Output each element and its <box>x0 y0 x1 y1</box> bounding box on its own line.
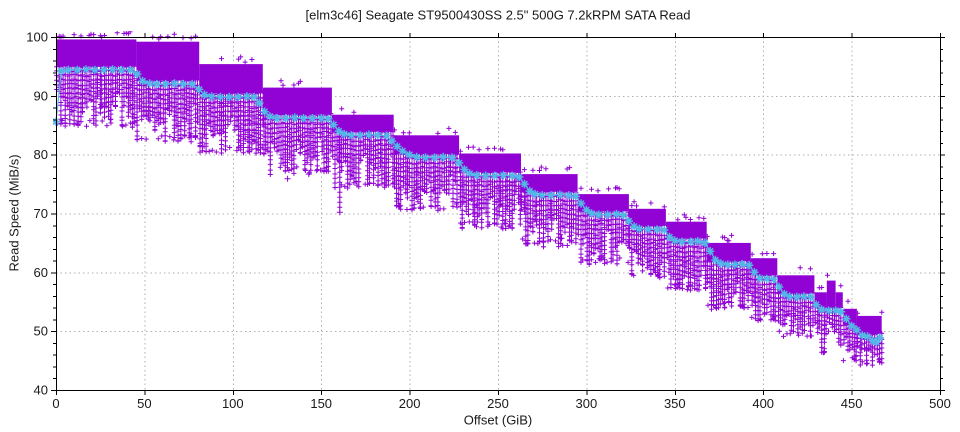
x-axis-label: Offset (GiB) <box>463 412 533 428</box>
y-tick-label: 100 <box>26 30 48 45</box>
x-tick-label: 400 <box>752 396 774 411</box>
y-tick-label: 80 <box>34 147 48 162</box>
x-tick-label: 300 <box>576 396 598 411</box>
x-tick-label: 50 <box>137 396 151 411</box>
x-tick-label: 500 <box>929 396 951 411</box>
x-tick-label: 350 <box>664 396 686 411</box>
y-tick-label: 70 <box>34 206 48 221</box>
y-tick-label: 60 <box>34 265 48 280</box>
x-tick-label: 100 <box>222 396 244 411</box>
y-tick-label: 90 <box>34 88 48 103</box>
y-tick-label: 40 <box>34 383 48 398</box>
x-tick-label: 250 <box>487 396 509 411</box>
x-tick-label: 200 <box>399 396 421 411</box>
x-tick-label: 0 <box>52 396 59 411</box>
x-tick-label: 450 <box>841 396 863 411</box>
y-tick-label: 50 <box>34 324 48 339</box>
chart-title: [elm3c46] Seagate ST9500430SS 2.5" 500G … <box>305 7 691 23</box>
x-tick-label: 150 <box>310 396 332 411</box>
